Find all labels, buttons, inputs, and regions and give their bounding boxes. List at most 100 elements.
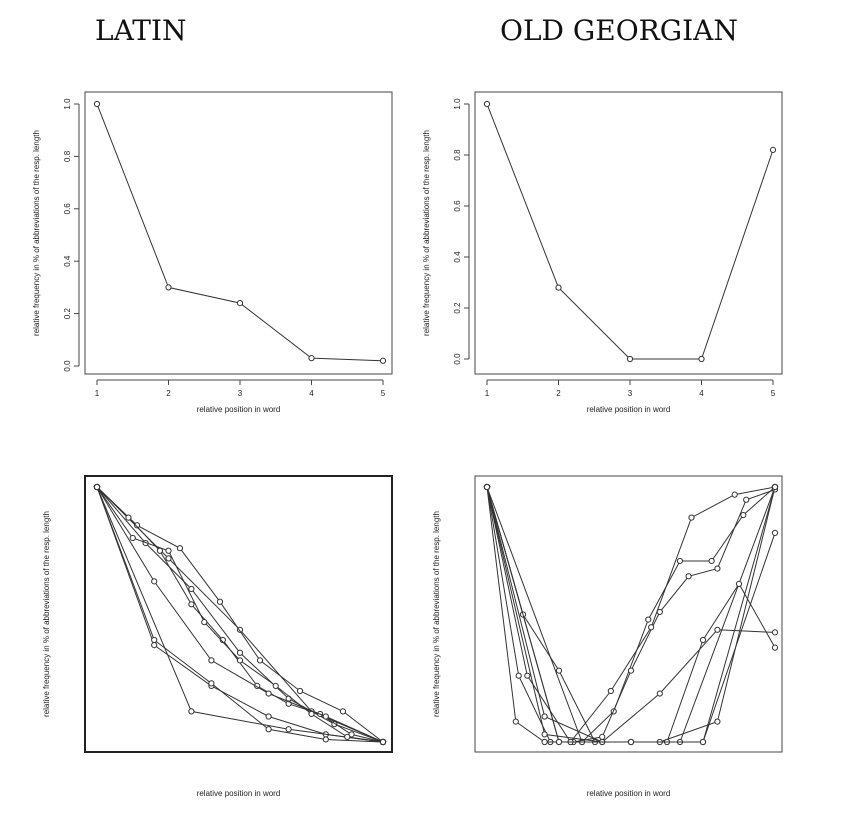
chart-latin-bottom-series-8-point — [201, 619, 208, 626]
chart-georgian-bottom-series-9-line — [486, 486, 776, 743]
chart-georgian-top-series-1-line — [486, 103, 774, 360]
chart-georgian-bottom-series-5-point — [645, 616, 652, 623]
chart-latin-top-series-1-point — [379, 357, 387, 364]
chart-latin-bottom-series-7-point — [208, 657, 215, 664]
chart-georgian-bottom-series-6-point — [627, 667, 635, 674]
chart-latin-bottom-series-4-point — [176, 545, 184, 552]
chart-latin-top-y-axis-title: relative frequency in % of abbreviations… — [32, 130, 41, 336]
chart-georgian-top-series-1-point — [483, 100, 491, 108]
chart-latin-bottom-y-axis-title: relative frequency in % of abbreviations… — [42, 511, 51, 717]
chart-georgian-bottom-series-9-point — [699, 738, 707, 746]
chart-georgian-top-x-tick-label: 4 — [699, 389, 704, 398]
chart-georgian-bottom-series-3-line — [486, 486, 776, 743]
chart-georgian-bottom-x-axis-title: relative position in word — [587, 789, 671, 798]
chart-latin-top-series-1-point — [93, 100, 101, 108]
chart-latin-bottom-series-7-line — [96, 486, 384, 743]
chart-latin-bottom-plot-frame — [84, 475, 393, 753]
chart-georgian-top-series-1-point — [698, 355, 705, 363]
chart-georgian-bottom-y-axis-title: relative frequency in % of abbreviations… — [432, 511, 441, 717]
chart-latin-bottom: relative position in word relative freque… — [42, 475, 393, 798]
chart-georgian-top-x-tick-label: 3 — [628, 389, 633, 398]
chart-latin-bottom-series-8-point — [236, 657, 244, 664]
chart-georgian-top-series-1-point — [555, 284, 562, 291]
chart-latin-top-series-1-point — [308, 355, 315, 362]
chart-latin-bottom-series-4-line — [96, 486, 384, 743]
chart-latin-bottom-series-9-line — [96, 486, 384, 743]
chart-georgian-top-x-axis-title: relative position in word — [587, 405, 671, 414]
chart-latin-top-x-tick-label: 4 — [309, 389, 314, 398]
chart-georgian-bottom-series-4-point — [771, 644, 779, 651]
chart-latin-bottom-series-4-point — [339, 708, 347, 715]
chart-georgian-top-y-tick-label: 0.4 — [453, 251, 462, 263]
chart-latin-bottom-series-2-point — [165, 555, 172, 562]
chart-latin-top-series-1-line — [96, 103, 384, 362]
chart-latin-top-x-tick-label: 1 — [95, 389, 100, 398]
chart-latin-top: 1 2 3 4 5 0.0 0.2 0.4 0.6 0.8 1.0 relative position… — [32, 91, 393, 414]
chart-georgian-bottom-series-5-line — [486, 486, 776, 743]
chart-latin-top-y-tick-label: 0.2 — [63, 307, 72, 319]
chart-georgian-bottom-plot-frame — [474, 475, 783, 753]
chart-georgian-top-x-tick-label: 5 — [771, 389, 776, 398]
chart-latin-bottom-series-7-point — [151, 578, 158, 585]
chart-latin-bottom-series-4-point — [296, 687, 304, 695]
chart-latin-top-series-1-point — [236, 300, 244, 307]
chart-latin-bottom-series-6-point — [188, 601, 195, 608]
chart-latin-bottom-series-3-point — [188, 708, 195, 715]
chart-latin-top-x-tick-label: 5 — [381, 389, 386, 398]
chart-latin-bottom-series-9-point — [208, 680, 215, 687]
chart-georgian-bottom-series-4-line — [486, 486, 776, 743]
chart-latin-top-x-tick-label: 2 — [166, 389, 171, 398]
chart-latin-bottom-series-9-point — [379, 738, 387, 746]
chart-latin-top-series-1-point — [165, 284, 172, 291]
chart-latin-bottom-series-7-point — [322, 713, 329, 720]
chart-georgian-bottom-series-2-line — [486, 486, 776, 743]
chart-latin-bottom-series-8-point — [129, 534, 136, 542]
chart-georgian-bottom-series-8-point — [714, 626, 721, 633]
chart-georgian-bottom-series-1-point — [541, 713, 548, 720]
chart-georgian-bottom-series-5-point — [740, 511, 747, 519]
chart-georgian-bottom-series-5-point — [708, 557, 715, 565]
chart-georgian-bottom-series-1-line — [486, 486, 776, 743]
chart-latin-bottom-series-4-point — [216, 598, 224, 605]
chart-georgian-bottom-series-6-line — [486, 486, 776, 743]
chart-latin-bottom-series-4-point — [256, 657, 264, 664]
chart-georgian-bottom-series-7-point — [648, 624, 655, 631]
chart-latin-bottom-series-9-point — [322, 736, 329, 743]
chart-latin-top-y-tick-label: 0.4 — [63, 255, 72, 267]
chart-latin-bottom-series-3-line — [96, 486, 384, 743]
chart-georgian-bottom-series-8-point — [771, 629, 779, 636]
chart-latin-top-y-tick-label: 0.0 — [63, 360, 72, 372]
chart-georgian-top-x-tick-label: 1 — [485, 389, 490, 398]
chart-latin-top-x-axis-title: relative position in word — [197, 405, 281, 414]
chart-georgian-bottom-series-7-point — [688, 514, 695, 521]
chart-georgian-bottom-series-7-line — [486, 486, 776, 743]
chart-latin-bottom-series-8-point — [165, 547, 172, 554]
chart-georgian-bottom-series-5-point — [515, 672, 522, 679]
chart-georgian-bottom-series-9-point — [627, 738, 635, 746]
chart-georgian-top-series-1-point — [769, 146, 777, 153]
chart-georgian-top-series-1-point — [626, 355, 634, 363]
chart-georgian-bottom-series-4-point — [555, 667, 563, 674]
chart-latin-bottom-series-7-point — [265, 690, 272, 697]
chart-georgian-bottom-series-6-point — [541, 738, 548, 746]
chart-georgian-top: 1 2 3 4 5 0.0 0.2 0.4 0.6 0.8 1.0 relative position… — [422, 91, 783, 414]
chart-georgian-bottom-series-6-point — [599, 733, 606, 741]
chart-georgian-bottom-series-6-point — [743, 496, 750, 503]
chart-georgian-top-y-tick-label: 0.6 — [453, 200, 462, 212]
chart-latin-bottom-series-6-point — [125, 514, 132, 521]
chart-latin-bottom-series-8-point — [272, 682, 279, 690]
column-heading-latin: LATIN — [95, 14, 187, 47]
chart-georgian-bottom-series-1-point — [714, 718, 721, 725]
chart-georgian-bottom-series-2-point — [771, 529, 779, 537]
chart-latin-top-x-tick-label: 3 — [238, 389, 243, 398]
chart-latin-bottom-series-9-point — [265, 726, 272, 733]
chart-latin-bottom-series-8-point — [308, 710, 315, 718]
chart-georgian-bottom-series-9-point — [483, 483, 491, 491]
chart-latin-bottom-series-9-point — [151, 636, 158, 644]
chart-georgian-bottom-series-7-point — [524, 672, 531, 679]
chart-georgian-bottom-series-5-point — [676, 557, 684, 565]
chart-latin-top-y-tick-label: 0.6 — [63, 203, 72, 215]
chart-latin-bottom-series-5-point — [236, 649, 244, 656]
chart-latin-bottom-series-9-point — [93, 483, 101, 491]
chart-georgian-top-y-tick-label: 1.0 — [453, 98, 462, 110]
